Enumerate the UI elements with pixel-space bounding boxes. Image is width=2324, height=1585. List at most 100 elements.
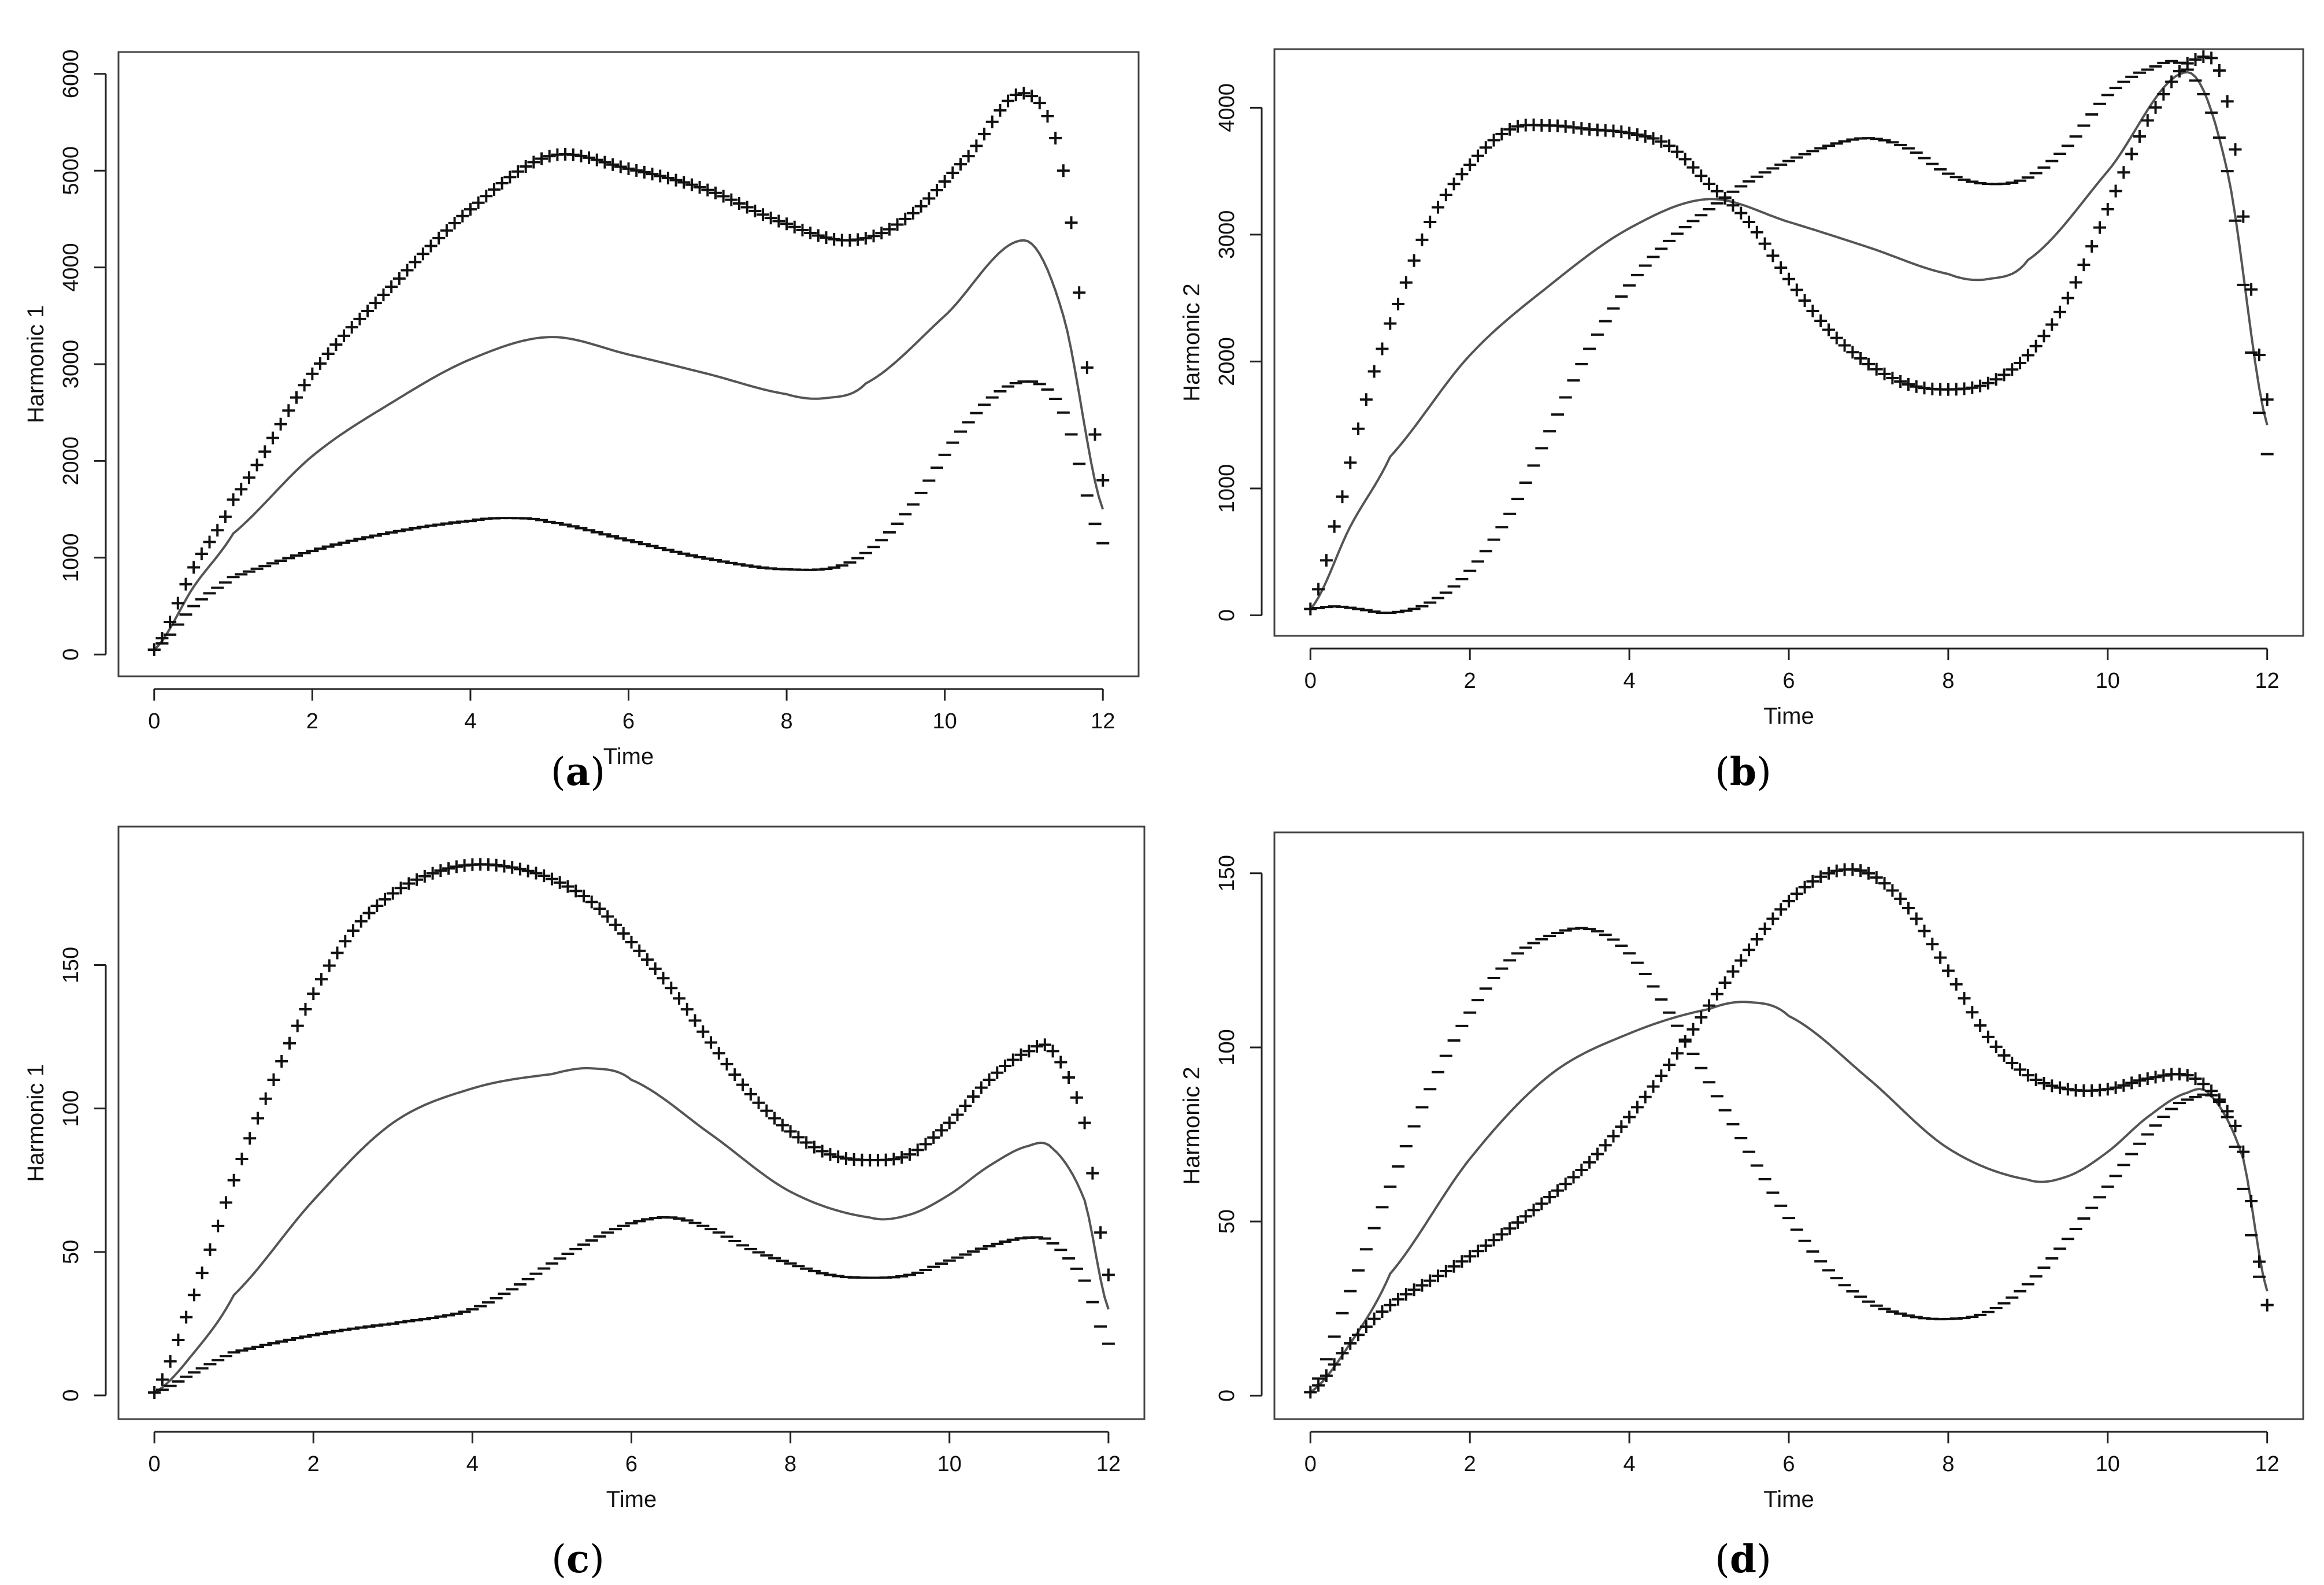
plus-marker [1782,894,1795,908]
plus-marker [693,181,706,194]
plus-marker [811,229,825,242]
plus-marker [172,1334,185,1347]
plus-marker [187,1288,201,1302]
plus-marker [633,944,646,957]
plus-marker [2165,75,2178,88]
x-tick-label-a: 0 [148,709,160,734]
plus-marker [353,312,366,325]
plus-marker [1583,1156,1596,1169]
plus-marker [617,927,630,940]
plus-marker [535,152,548,165]
x-tick-label-b: 6 [1782,669,1795,693]
plus-marker [180,1310,193,1324]
plus-marker [1479,141,1492,154]
plus-marker [685,178,698,191]
x-axis-label-b: Time [1763,703,1814,729]
plus-marker [345,321,358,334]
plus-marker [1806,305,1819,318]
plus-marker [258,445,272,458]
plus-marker [2133,129,2146,143]
plus-marker [1065,216,1078,229]
plus-marker [561,880,574,893]
plus-marker [1319,554,1333,567]
plus-marker [527,155,540,169]
plus-marker [1014,1048,1028,1061]
plus-marker [728,1068,742,1082]
plus-marker [1743,943,1756,957]
plus-marker [646,168,659,181]
series-mean-line-c [154,1066,1110,1394]
plus-marker [820,231,833,245]
plus-marker [2006,1056,2019,1069]
chart-panel-b: 0 2 4 6 8 10 12 Time 0 1000 2000 3000 4000 Harmonic 2 [1179,48,2304,729]
plus-marker [1359,393,1373,406]
plus-marker [1678,153,1692,166]
plus-marker [648,962,662,975]
plus-marker [851,233,865,246]
plus-marker [242,471,255,484]
plus-marker [816,1145,829,1158]
chart-panel-a: 0 2 4 6 8 10 12 Time 0 1000 2000 3000 4000 5000 6000 Ha… [23,50,1140,769]
plus-marker [1535,1197,1548,1210]
plus-marker [1630,1101,1644,1114]
plus-marker [744,1087,757,1101]
plus-marker [424,239,438,253]
plus-marker [506,861,519,874]
x-tick-label-a: 10 [933,709,957,734]
plus-marker [609,918,622,931]
y-tick-label-a: 5000 [59,146,83,195]
plus-marker [1878,877,1891,890]
plus-marker [1006,1053,1020,1066]
plus-marker [895,1151,909,1164]
y-tick-label-c: 0 [59,1389,83,1401]
plus-marker [725,193,738,206]
plus-marker [1678,1035,1692,1048]
plus-marker [1511,1216,1524,1229]
plus-marker [780,217,794,231]
plus-marker [688,1014,702,1027]
plus-marker [1838,339,1851,352]
x-tick-label-c: 6 [625,1452,637,1476]
plus-marker [2157,1069,2170,1082]
plus-marker [1647,1080,1660,1093]
plus-marker [1575,1164,1588,1177]
plus-marker [752,1096,765,1109]
plus-marker [1088,428,1102,441]
plus-marker [1918,924,1931,938]
plus-marker [521,864,535,877]
plus-marker [1543,1191,1556,1203]
plus-marker [434,864,447,877]
plus-marker [2117,166,2130,179]
plus-marker [2173,65,2186,78]
plus-marker [788,220,801,234]
x-tick-label-c: 0 [149,1452,161,1476]
plus-marker [495,176,509,190]
x-tick-label-a: 12 [1091,709,1115,734]
plus-marker [1463,158,1477,172]
plus-marker [804,227,817,240]
chart-panel-c: 0 2 4 6 8 10 12 Time 0 50 100 150 Harmonic 1 [23,825,1146,1512]
charts-layer: 0 2 4 6 8 10 12Time0100020003000400050006000Ha… [23,48,2304,1512]
plus-marker [1487,1234,1500,1247]
plus-marker [1966,1006,1979,1019]
plus-marker [401,264,414,277]
plus-marker [418,869,431,883]
plus-marker [1344,1337,1357,1350]
plus-marker [1766,912,1780,925]
plus-marker [1384,1298,1397,1312]
plus-marker [1407,254,1421,267]
plus-marker [776,1119,789,1132]
plus-marker [448,216,461,229]
plus-marker [545,872,558,886]
x-axis-label-d: Time [1763,1487,1814,1512]
plus-marker [867,229,880,243]
plus-marker [1894,375,1907,388]
y-tick-label-d: 150 [1215,855,1239,891]
plus-marker [1352,1328,1365,1342]
caption-c: (c) [551,1536,605,1582]
plus-marker [1734,206,1748,220]
plus-marker [1527,1203,1540,1217]
plus-marker [498,860,511,873]
series-plus-a [147,87,1110,656]
plus-marker [529,866,543,880]
